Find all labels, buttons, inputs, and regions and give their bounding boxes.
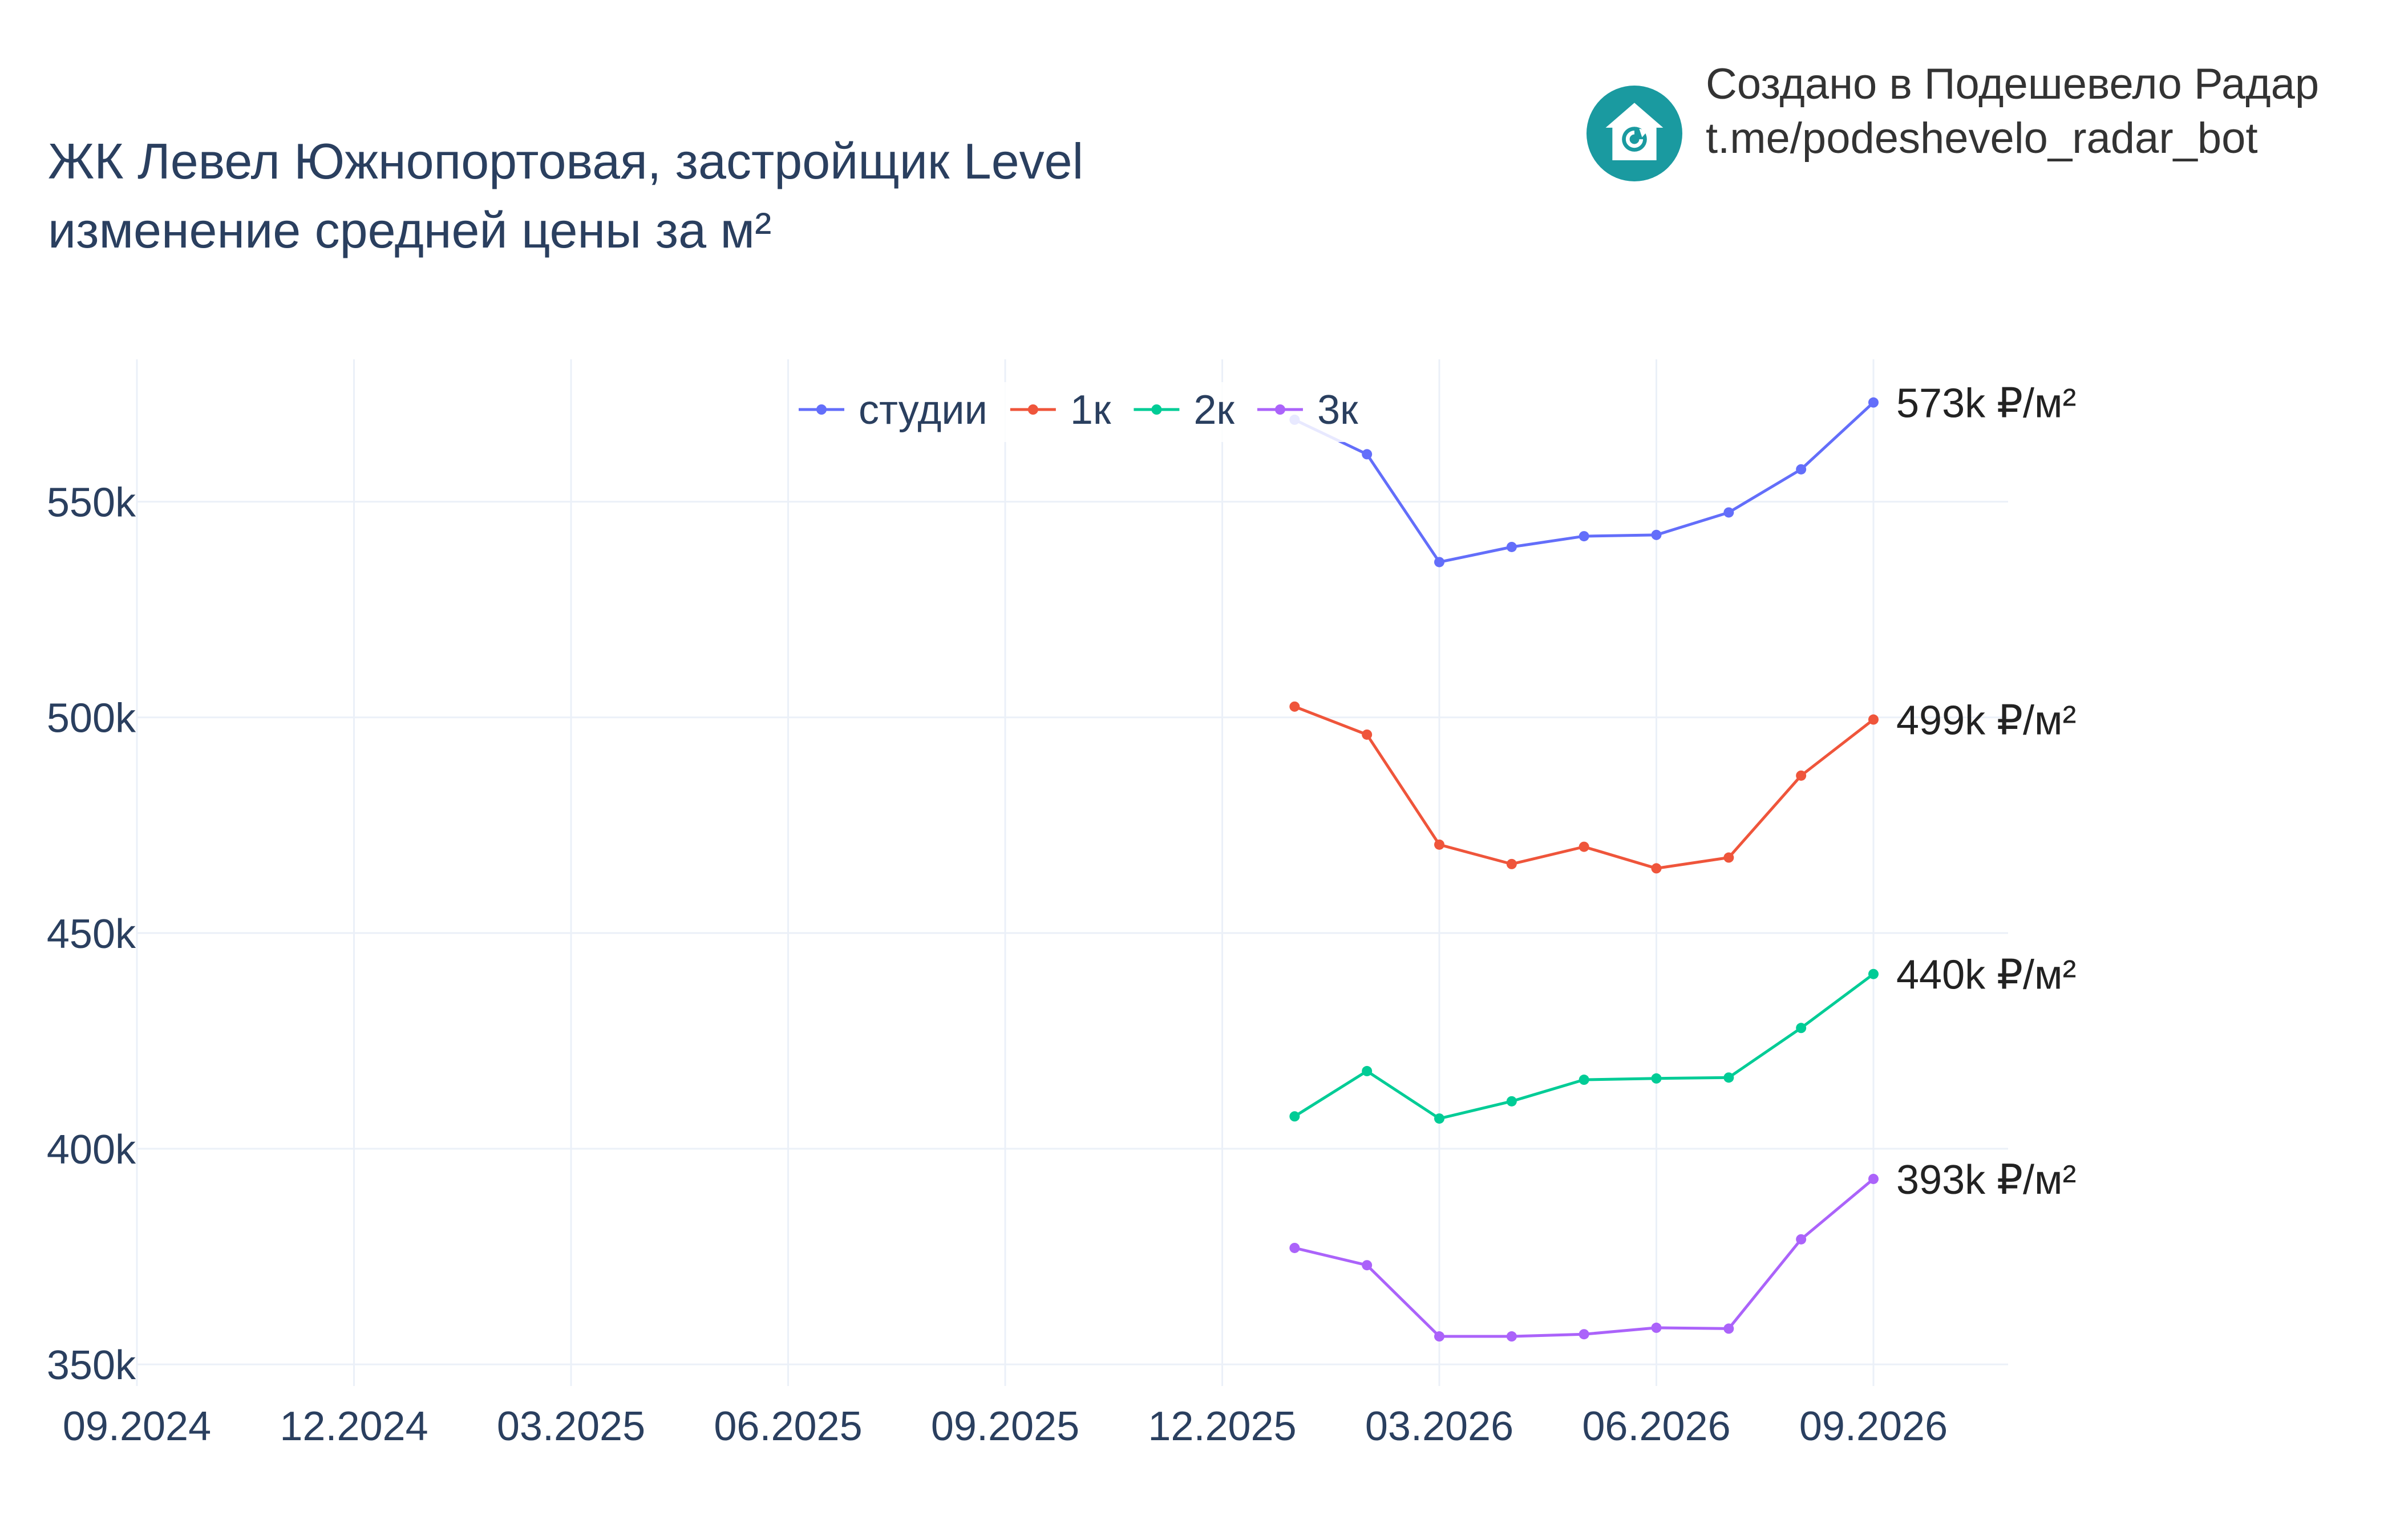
data-point [1723, 507, 1734, 518]
data-point [1579, 841, 1589, 852]
legend-label: 3к [1317, 387, 1358, 433]
data-point [1796, 464, 1807, 475]
x-tick-label: 09.2024 [63, 1404, 211, 1449]
series-line [1294, 1178, 1875, 1338]
data-point [1796, 770, 1807, 781]
end-value-label: 573k ₽/м² [1896, 381, 2076, 427]
data-point [1579, 531, 1589, 542]
data-point [1289, 1242, 1300, 1253]
x-tick-label: 09.2026 [1799, 1404, 1948, 1449]
data-point [1651, 863, 1662, 874]
data-point [1796, 1023, 1807, 1034]
y-tick-label: 500k [47, 696, 136, 741]
y-tick-label: 350k [47, 1343, 136, 1388]
series-line [1294, 972, 1875, 1120]
data-point [1434, 1113, 1444, 1124]
x-tick-label: 09.2025 [931, 1404, 1079, 1449]
x-axis-ticks: 09.2024 12.2024 03.2025 06.2025 09.2025 12.20… [63, 1404, 1948, 1449]
data-point [1362, 729, 1373, 740]
branding-link[interactable]: t.me/podeshevelo_radar_bot [1706, 114, 2258, 163]
data-point [1796, 1234, 1807, 1245]
legend-label: 2к [1193, 387, 1235, 433]
data-point [1723, 1323, 1734, 1334]
data-point [1362, 1260, 1373, 1271]
legend-item: 3к [1257, 387, 1358, 433]
legend-swatch-marker [1274, 404, 1285, 415]
grid-lines [136, 359, 2008, 1386]
x-tick-label: 12.2024 [280, 1404, 428, 1449]
end-value-label: 393k ₽/м² [1896, 1157, 2076, 1203]
data-point [1506, 1096, 1517, 1107]
house-logo-icon [1586, 86, 1682, 181]
data-point [1506, 858, 1517, 869]
y-tick-label: 400k [47, 1127, 136, 1173]
series-1 [1289, 701, 1879, 874]
data-point [1868, 1173, 1879, 1184]
data-point [1723, 852, 1734, 863]
data-point [1651, 1322, 1662, 1333]
legend-swatch-marker [816, 404, 827, 415]
data-point [1579, 1075, 1589, 1085]
data-point [1362, 1065, 1373, 1076]
legend-item: 2к [1134, 387, 1235, 433]
data-point [1506, 1331, 1517, 1342]
chart-title-line2: изменение средней цены за м² [48, 202, 772, 258]
x-tick-label: 06.2026 [1582, 1404, 1730, 1449]
end-value-label: 440k ₽/м² [1896, 953, 2076, 998]
data-point [1289, 1111, 1300, 1122]
legend-swatch-marker [1027, 404, 1038, 415]
end-value-label: 499k ₽/м² [1896, 698, 2076, 744]
series-group [1289, 397, 1879, 1342]
data-point [1868, 968, 1879, 979]
data-point [1651, 529, 1662, 540]
series-0 [1289, 397, 1879, 568]
branding-line1: Создано в Подешевело Радар [1706, 60, 2320, 108]
legend-label: 1к [1070, 387, 1111, 433]
chart-title: ЖК Левел Южнопортовая, застройщик Level … [48, 127, 1083, 265]
legend-item: 1к [1010, 387, 1111, 433]
data-point [1579, 1329, 1589, 1340]
y-tick-label: 450k [47, 911, 136, 957]
x-tick-label: 12.2025 [1148, 1404, 1296, 1449]
legend-swatch-marker [1151, 404, 1162, 415]
data-point [1362, 449, 1373, 460]
data-point [1434, 1331, 1444, 1342]
data-point [1651, 1073, 1662, 1084]
data-point [1434, 557, 1444, 568]
legend-label: студии [859, 387, 987, 433]
chart-title-line1: ЖК Левел Южнопортовая, застройщик Level [48, 133, 1084, 189]
legend-item: студии [799, 387, 987, 433]
y-axis-ticks: 350k 400k 450k 500k 550k [47, 480, 136, 1389]
data-point [1434, 839, 1444, 850]
data-point [1289, 701, 1300, 712]
data-point [1723, 1072, 1734, 1083]
end-labels: 573k ₽/м² 499k ₽/м² 440k ₽/м² 393k ₽/м² [1896, 381, 2076, 1203]
data-point [1506, 541, 1517, 552]
y-tick-label: 550k [47, 480, 136, 526]
x-tick-label: 06.2025 [714, 1404, 862, 1449]
series-2 [1289, 968, 1879, 1124]
series-3 [1289, 1173, 1879, 1342]
data-point [1868, 714, 1879, 725]
legend: студии 1к 2к 3к [790, 382, 1381, 442]
branding: Создано в Подешевело Радар t.me/podeshev… [1706, 57, 2319, 165]
data-point [1868, 397, 1879, 408]
x-tick-label: 03.2025 [497, 1404, 645, 1449]
x-tick-label: 03.2026 [1365, 1404, 1513, 1449]
